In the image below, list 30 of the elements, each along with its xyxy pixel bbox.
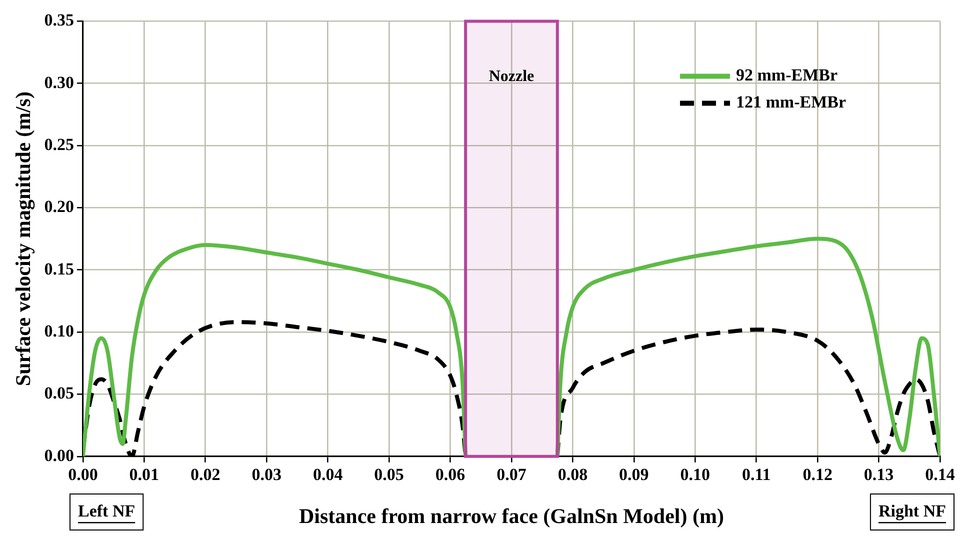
- y-tick-label: 0.30: [44, 72, 74, 92]
- y-axis-title: Surface velocity magnitude (m/s): [11, 92, 36, 386]
- x-tick-label: 0.02: [190, 464, 220, 484]
- x-tick-label: 0.01: [129, 464, 160, 484]
- y-tick-label: 0.35: [44, 10, 74, 30]
- text: Right NF: [878, 501, 946, 520]
- x-tick-label: 0.07: [496, 464, 527, 484]
- y-tick-label: 0.15: [44, 259, 74, 278]
- x-tick-label: 0.12: [802, 464, 832, 484]
- legend-label: 121 mm-EMBr: [736, 92, 846, 112]
- y-tick-label: 0.05: [44, 384, 74, 403]
- x-tick-label: 0.03: [252, 464, 282, 484]
- text: Left NF: [78, 501, 136, 520]
- y-tick-label: 0.00: [44, 446, 74, 465]
- x-tick-label: 0.00: [68, 464, 98, 484]
- x-tick-label: 0.04: [312, 464, 344, 484]
- x-axis-title: Distance from narrow face (GalnSn Model) (m): [298, 504, 724, 528]
- x-tick-label: 0.08: [558, 464, 588, 484]
- x-tick-label: 0.13: [864, 464, 894, 484]
- x-tick-label: 0.10: [680, 464, 710, 484]
- x-tick-label: 0.14: [925, 464, 956, 484]
- band-label: Nozzle: [488, 68, 534, 86]
- legend-label: 92 mm-EMBr: [736, 66, 838, 85]
- x-tick-label: 0.05: [374, 464, 404, 484]
- y-tick-label: 0.25: [44, 134, 74, 154]
- x-tick-label: 0.09: [619, 464, 649, 484]
- y-tick-label: 0.10: [44, 321, 74, 340]
- y-tick-label: 0.20: [44, 197, 74, 216]
- x-tick-label: 0.06: [435, 464, 466, 484]
- x-tick-label: 0.11: [742, 464, 771, 484]
